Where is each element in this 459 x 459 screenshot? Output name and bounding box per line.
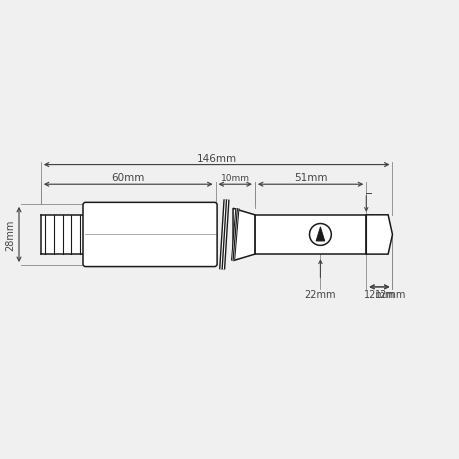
Text: 51mm: 51mm bbox=[293, 173, 327, 183]
Bar bbox=[41, 215, 215, 255]
Text: 22mm: 22mm bbox=[304, 290, 336, 299]
FancyBboxPatch shape bbox=[83, 203, 217, 267]
Text: 12mm: 12mm bbox=[363, 290, 394, 299]
Text: 60mm: 60mm bbox=[111, 173, 145, 183]
Polygon shape bbox=[233, 209, 254, 261]
Bar bbox=[254, 215, 365, 255]
Text: 12mm: 12mm bbox=[374, 290, 405, 299]
Text: 28mm: 28mm bbox=[6, 219, 16, 251]
Circle shape bbox=[309, 224, 330, 246]
Text: 10mm: 10mm bbox=[220, 174, 249, 183]
Polygon shape bbox=[315, 227, 324, 241]
Text: 146mm: 146mm bbox=[196, 153, 236, 163]
Polygon shape bbox=[365, 215, 392, 255]
